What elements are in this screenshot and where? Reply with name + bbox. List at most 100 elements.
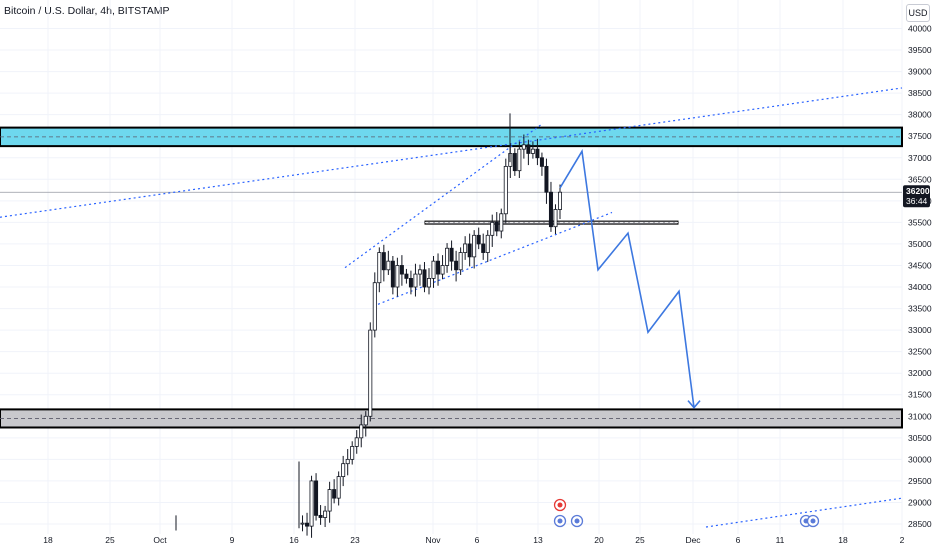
candle-body (318, 514, 323, 518)
candle-body (323, 510, 328, 518)
candles (175, 113, 563, 538)
y-tick-label: 35500 (908, 217, 932, 227)
candle-body (458, 252, 463, 271)
economic-event-dot (810, 518, 816, 524)
candle-body (354, 437, 359, 447)
y-tick-label: 30000 (908, 454, 932, 464)
candle-body (359, 424, 364, 439)
y-tick-label: 35000 (908, 239, 932, 249)
candle-body (314, 480, 319, 516)
dotted-trendline (377, 211, 613, 305)
candle-body (345, 458, 350, 465)
y-tick-label: 39500 (908, 45, 932, 55)
candle-body (539, 157, 544, 167)
projection-arrowhead (687, 400, 701, 409)
chart-title: Bitcoin / U.S. Dollar, 4h, BITSTAMP (4, 5, 170, 17)
candle-body (463, 243, 468, 253)
candle-body (535, 148, 540, 159)
x-tick-label: 6 (475, 535, 480, 545)
candle-body (512, 153, 517, 172)
last-price-label: 36200 (906, 186, 930, 196)
candle-body (431, 260, 436, 279)
candle-body (558, 191, 563, 210)
y-tick-label: 32500 (908, 347, 932, 357)
y-tick-label: 33500 (908, 304, 932, 314)
countdown-label: 36:44 (906, 196, 928, 206)
y-tick-label: 32000 (908, 368, 932, 378)
candle-body (381, 252, 386, 271)
candle-body (413, 273, 418, 288)
candle-body (305, 522, 310, 527)
candle-body (445, 247, 450, 266)
candle-body (548, 191, 553, 228)
y-axis: 28500 29000 29500 30000 30500 31000 31500 32000… (908, 24, 932, 530)
candle-body (499, 213, 504, 232)
candle-body (526, 144, 531, 154)
candle-body (544, 165, 549, 193)
candle-body (517, 148, 522, 172)
candle-body (350, 446, 355, 460)
x-axis: 18 25 Oct 9 16 23 Nov 6 13 20 25 Dec 6 11 18 2 (43, 535, 904, 545)
economic-events (553, 498, 820, 528)
x-tick-label: 25 (105, 535, 115, 545)
y-tick-label: 29500 (908, 476, 932, 486)
projection-path (559, 148, 701, 409)
x-tick-label: Dec (685, 535, 701, 545)
candle-body (327, 489, 332, 512)
candle-body (368, 329, 373, 417)
candle-body (530, 148, 535, 154)
y-tick-label: 38500 (908, 88, 932, 98)
x-tick-label: 18 (43, 535, 53, 545)
candle-body (341, 463, 346, 478)
candle-body (440, 265, 445, 275)
x-tick-label: 13 (533, 535, 543, 545)
candle-body (485, 234, 490, 253)
x-tick-label: 16 (289, 535, 299, 545)
y-tick-label: 31500 (908, 390, 932, 400)
candle-body (476, 234, 481, 245)
y-tick-label: 30500 (908, 433, 932, 443)
dotted-trendline (705, 497, 903, 528)
candle-body (300, 522, 305, 525)
projection-line (559, 148, 695, 408)
y-tick-label: 36500 (908, 174, 932, 184)
x-tick-label: 23 (350, 535, 360, 545)
y-tick-label: 28500 (908, 519, 932, 529)
y-tick-label: 34000 (908, 282, 932, 292)
candle-body (332, 489, 337, 499)
candle-body (422, 269, 427, 288)
y-tick-label: 40000 (908, 24, 932, 34)
economic-event-dot (574, 518, 580, 524)
candle-body (467, 243, 472, 258)
candle-body (454, 260, 459, 271)
candle-body (449, 247, 454, 262)
y-tick-label: 33000 (908, 325, 932, 335)
y-tick-label: 37000 (908, 153, 932, 163)
candle-body (386, 260, 391, 271)
economic-event-dot (557, 502, 563, 508)
economic-event-dot (557, 518, 563, 524)
candle-body (309, 480, 314, 527)
x-tick-label: 2 (900, 535, 905, 545)
candle-body (426, 278, 431, 288)
x-tick-label: 9 (230, 535, 235, 545)
x-tick-label: Oct (153, 535, 167, 545)
y-tick-label: 39000 (908, 67, 932, 77)
candle-body (372, 282, 377, 331)
candle-body (472, 234, 477, 258)
dotted-trendline (344, 122, 544, 269)
x-tick-label: 25 (635, 535, 645, 545)
currency-button[interactable]: USD (906, 4, 930, 22)
y-tick-label: 38000 (908, 110, 932, 120)
y-tick-label: 29000 (908, 497, 932, 507)
x-tick-label: 11 (776, 535, 785, 545)
price-zones (0, 126, 903, 429)
x-tick-label: 18 (838, 535, 848, 545)
x-tick-label: Nov (425, 535, 441, 545)
candle-body (553, 209, 558, 228)
candle-body (490, 221, 495, 236)
chart-grid (0, 0, 903, 534)
y-tick-label: 34500 (908, 260, 932, 270)
last-price-tag-bg (903, 185, 930, 208)
